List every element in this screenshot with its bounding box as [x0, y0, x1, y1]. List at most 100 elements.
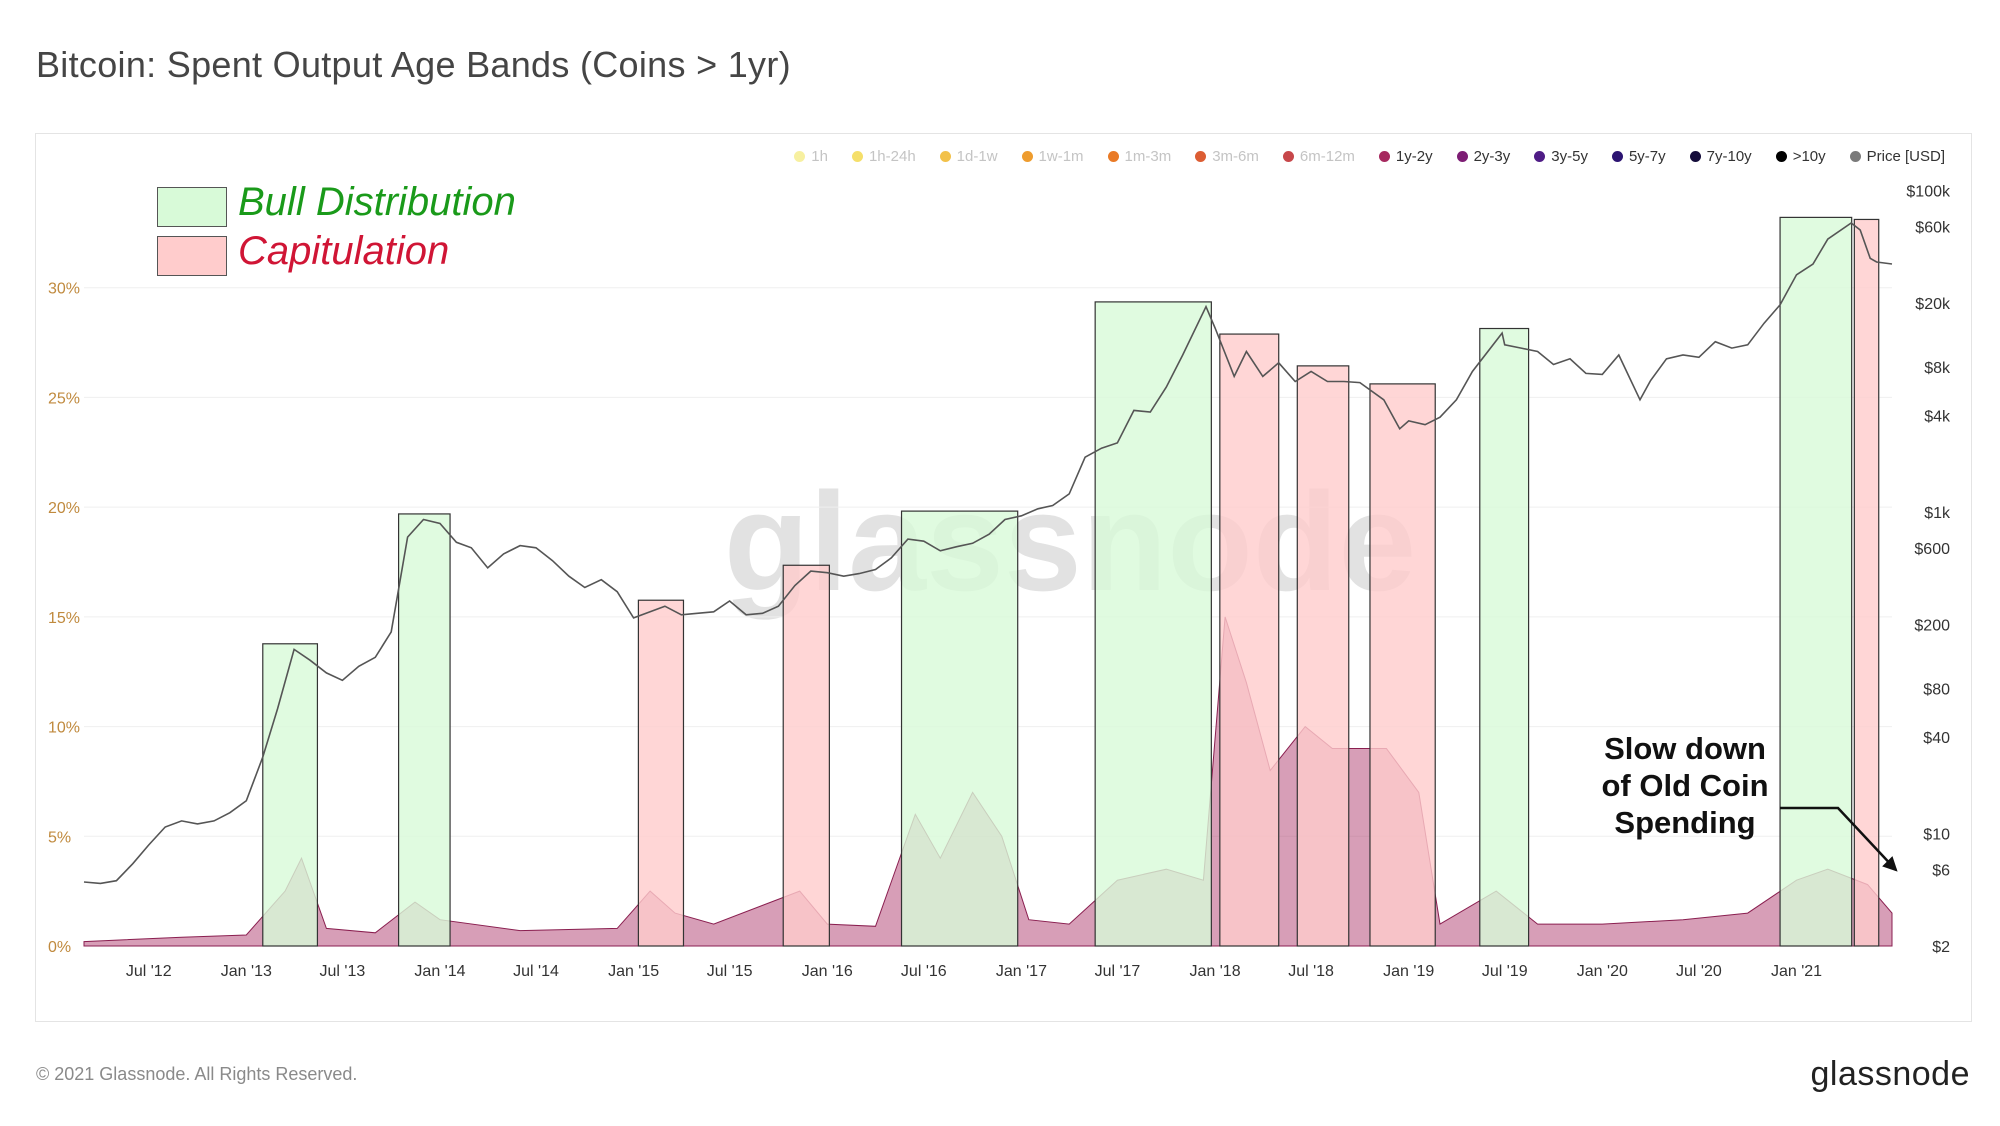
y-left-tick-label: 5%	[48, 829, 71, 846]
y-right-tick-label: $20k	[1915, 296, 1951, 313]
x-tick-label: Jul '16	[901, 963, 947, 980]
legend-dot-icon	[939, 151, 951, 162]
legend-label: 1h	[811, 148, 828, 165]
capitulation-band	[1369, 383, 1436, 947]
y-left-tick-label: 20%	[48, 500, 80, 517]
legend-dot-icon	[1282, 151, 1294, 162]
bull-distribution-band	[1479, 327, 1530, 947]
legend-dot-icon	[1611, 151, 1623, 162]
legend-label: 1m-3m	[1124, 148, 1172, 165]
annotation-text: Slow down of Old Coin Spending	[1565, 730, 1805, 841]
legend-item[interactable]: 5y-7y	[1611, 148, 1666, 165]
legend-item[interactable]: 1m-3m	[1107, 148, 1172, 165]
legend-dot-icon	[1775, 151, 1787, 162]
legend-dot-icon	[1456, 151, 1468, 162]
x-tick-label: Jul '20	[1676, 963, 1722, 980]
legend-label: 2y-3y	[1473, 148, 1511, 165]
x-tick-label: Jan '19	[1383, 963, 1434, 980]
y-right-tick-label: $8k	[1924, 360, 1951, 377]
legend-dot-icon	[1849, 151, 1861, 162]
axis-layer: 0% 5% 10% 15% 20% 25% 30% $2 $6 $10 $40 $80 $200 $600…	[48, 184, 1951, 980]
legend-label: 5y-7y	[1628, 148, 1666, 165]
y-right-tick-label: $80	[1923, 681, 1950, 698]
legend-item[interactable]: 3m-6m	[1195, 148, 1259, 165]
legend-item[interactable]: 1h	[794, 148, 828, 165]
legend-dot-icon	[1021, 151, 1033, 162]
bull-distribution-band	[397, 513, 451, 947]
bull-distribution-label: Bull Distribution	[238, 180, 516, 224]
chart-legend: 1h 1h-24h 1d-1w 1w-1m 1m-3m 3m-6m 6m-12m 1y-2y 2…	[0, 148, 1945, 165]
y-right-tick-label: $6	[1932, 862, 1950, 879]
legend-item[interactable]: 6m-12m	[1282, 148, 1355, 165]
legend-dot-icon	[794, 151, 806, 162]
x-tick-label: Jan '20	[1577, 963, 1628, 980]
capitulation-band	[782, 564, 830, 947]
capitulation-band	[1219, 333, 1280, 947]
legend-dot-icon	[1689, 151, 1701, 162]
annotation-line: Slow down	[1604, 731, 1766, 766]
bull-distribution-band	[1779, 216, 1853, 947]
price-line	[83, 222, 1893, 885]
legend-dot-icon	[1107, 151, 1119, 162]
bull-distribution-band	[1094, 301, 1212, 947]
legend-dot-icon	[1195, 151, 1207, 162]
y-left-tick-label: 30%	[48, 281, 80, 298]
legend-item[interactable]: Price [USD]	[1849, 148, 1945, 165]
legend-label: >10y	[1792, 148, 1826, 165]
x-tick-label: Jul '18	[1288, 963, 1334, 980]
copyright: © 2021 Glassnode. All Rights Reserved.	[36, 1064, 358, 1084]
legend-item[interactable]: 3y-5y	[1534, 148, 1588, 165]
legend-label: 1y-2y	[1395, 148, 1433, 165]
capitulation-swatch	[157, 236, 227, 276]
y-left-tick-label: 15%	[48, 610, 80, 627]
y-right-tick-label: $40	[1923, 730, 1950, 747]
legend-label: 3y-5y	[1551, 148, 1588, 165]
x-tick-label: Jan '15	[608, 963, 659, 980]
bull-distribution-band	[262, 643, 319, 947]
y-left-tick-label: 25%	[48, 390, 80, 407]
x-tick-label: Jul '14	[513, 963, 559, 980]
y-right-tick-label: $4k	[1924, 408, 1951, 425]
x-tick-label: Jan '21	[1771, 963, 1822, 980]
capitulation-band	[1296, 365, 1350, 947]
x-tick-label: Jan '18	[1190, 963, 1241, 980]
capitulation-band	[637, 599, 685, 947]
capitulation-band	[1853, 218, 1880, 947]
x-tick-label: Jul '13	[319, 963, 365, 980]
legend-item[interactable]: >10y	[1775, 148, 1826, 165]
y-left-tick-label: 0%	[48, 939, 71, 956]
x-tick-label: Jul '15	[707, 963, 753, 980]
annotation-line: Spending	[1614, 805, 1756, 840]
brand-logo: glassnode	[1810, 1055, 1970, 1093]
page-title: Bitcoin: Spent Output Age Bands (Coins >…	[36, 44, 791, 85]
x-tick-label: Jul '19	[1482, 963, 1528, 980]
annotation-arrow	[1780, 806, 1898, 872]
legend-label: 1d-1w	[956, 148, 998, 165]
legend-dot-icon	[851, 151, 863, 162]
highlight-band-layer	[262, 216, 1880, 947]
x-tick-label: Jul '17	[1095, 963, 1141, 980]
capitulation-label: Capitulation	[238, 229, 450, 273]
legend-dot-icon	[1534, 151, 1546, 162]
legend-item[interactable]: 1y-2y	[1378, 148, 1433, 165]
y-right-tick-label: $60k	[1915, 219, 1951, 236]
legend-label: 7y-10y	[1706, 148, 1752, 165]
annotation-line: of Old Coin	[1601, 768, 1769, 803]
y-right-tick-label: $2	[1932, 939, 1950, 956]
legend-item[interactable]: 7y-10y	[1689, 148, 1752, 165]
legend-item[interactable]: 1d-1w	[939, 148, 998, 165]
legend-item[interactable]: 1w-1m	[1021, 148, 1084, 165]
x-tick-label: Jan '13	[221, 963, 272, 980]
legend-label: 3m-6m	[1212, 148, 1259, 165]
y-left-tick-label: 10%	[48, 720, 80, 737]
legend-label: 1h-24h	[868, 148, 916, 165]
legend-item[interactable]: 1h-24h	[851, 148, 916, 165]
x-tick-label: Jul '12	[126, 963, 172, 980]
y-right-tick-label: $600	[1914, 541, 1950, 558]
y-right-tick-label: $10	[1923, 827, 1950, 844]
legend-label: 1w-1m	[1038, 148, 1084, 165]
y-right-tick-label: $100k	[1906, 184, 1951, 201]
legend-item[interactable]: 2y-3y	[1456, 148, 1511, 165]
x-tick-label: Jan '14	[414, 963, 465, 980]
